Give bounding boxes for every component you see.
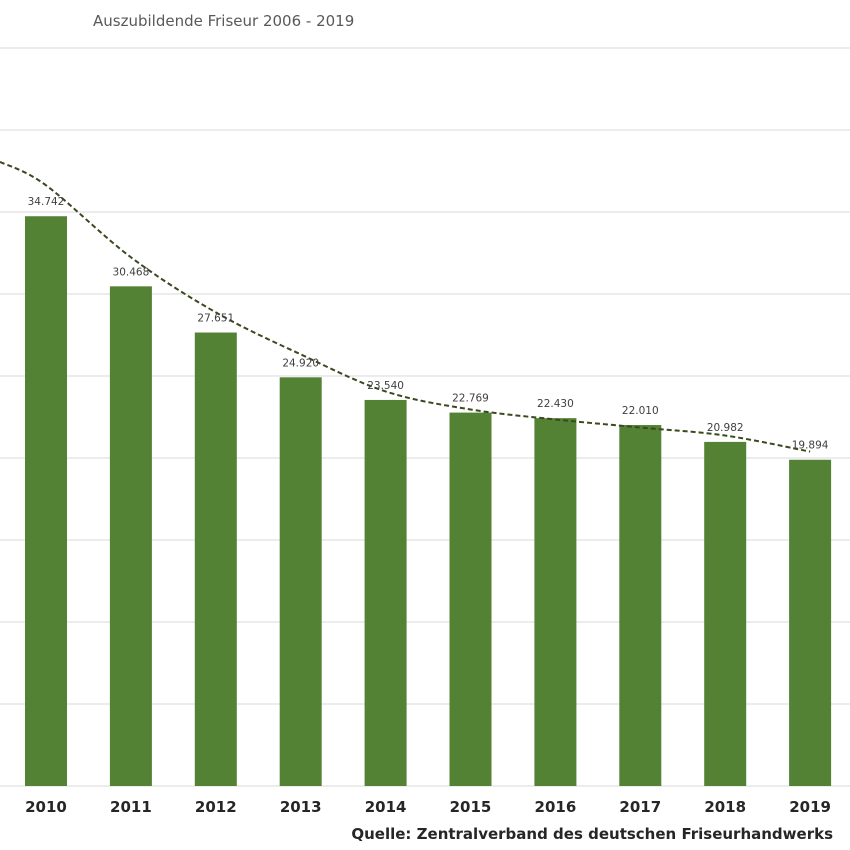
x-tick-2010: 2010 xyxy=(25,798,67,816)
data-label-2018: 20.982 xyxy=(707,422,744,434)
x-axis-ticks: 2010 2011 2012 2013 2014 2015 2016 2017 2018 2019 xyxy=(25,798,831,816)
data-label-2017: 22.010 xyxy=(622,405,659,417)
bar-2017 xyxy=(619,425,662,786)
bar-2016 xyxy=(534,418,577,786)
bars xyxy=(25,216,832,786)
bar-2019 xyxy=(789,459,832,786)
bar-2011 xyxy=(109,286,152,786)
bar-2013 xyxy=(279,377,322,786)
data-label-2016: 22.430 xyxy=(537,398,574,410)
data-label-2010: 34.742 xyxy=(28,196,65,208)
data-label-2012: 27.651 xyxy=(197,313,234,325)
bar-2012 xyxy=(194,332,237,786)
bar-2010 xyxy=(25,216,67,786)
bar-2015 xyxy=(449,412,492,786)
x-tick-2011: 2011 xyxy=(110,798,152,816)
x-tick-2015: 2015 xyxy=(450,798,492,816)
bar-2018 xyxy=(704,441,747,786)
source-note: Quelle: Zentralverband des deutschen Fri… xyxy=(351,825,833,843)
data-label-2019: 19.894 xyxy=(792,440,829,452)
data-labels: 34.742 30.468 27.651 24.920 23.540 22.769 22.4… xyxy=(28,196,829,452)
x-tick-2014: 2014 xyxy=(365,798,407,816)
chart-title: Auszubildende Friseur 2006 - 2019 xyxy=(93,12,354,30)
trendline-path xyxy=(0,160,811,453)
data-label-2015: 22.769 xyxy=(452,393,489,405)
x-tick-2016: 2016 xyxy=(535,798,577,816)
x-tick-2013: 2013 xyxy=(280,798,322,816)
x-tick-2019: 2019 xyxy=(789,798,831,816)
x-tick-2017: 2017 xyxy=(619,798,661,816)
x-tick-2012: 2012 xyxy=(195,798,237,816)
trendline xyxy=(0,160,811,453)
data-label-2011: 30.468 xyxy=(113,266,150,278)
data-label-2013: 24.920 xyxy=(282,357,319,369)
x-tick-2018: 2018 xyxy=(704,798,746,816)
data-label-2014: 23.540 xyxy=(367,380,404,392)
bar-2014 xyxy=(364,399,407,786)
